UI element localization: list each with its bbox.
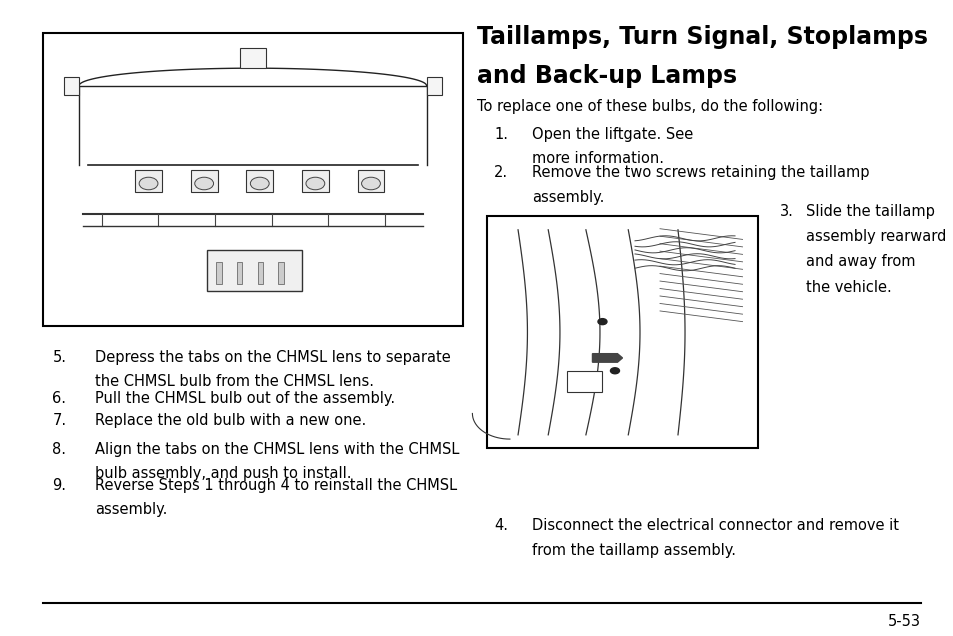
Text: To replace one of these bulbs, do the following:: To replace one of these bulbs, do the fo… bbox=[476, 99, 822, 114]
Text: bulb assembly, and push to install.: bulb assembly, and push to install. bbox=[95, 466, 352, 481]
Text: the vehicle.: the vehicle. bbox=[805, 280, 891, 295]
Bar bbox=[215, 262, 221, 284]
Bar bbox=[357, 170, 384, 191]
Circle shape bbox=[610, 368, 618, 374]
Text: assembly rearward: assembly rearward bbox=[805, 229, 945, 244]
Text: 7.: 7. bbox=[52, 413, 67, 429]
Bar bbox=[426, 77, 441, 95]
Bar bbox=[239, 48, 266, 68]
Text: 4.: 4. bbox=[494, 518, 508, 534]
Text: Align the tabs on the CHMSL lens with the CHMSL: Align the tabs on the CHMSL lens with th… bbox=[95, 442, 459, 457]
Bar bbox=[207, 249, 301, 291]
Text: Taillamps, Turn Signal, Stoplamps: Taillamps, Turn Signal, Stoplamps bbox=[476, 25, 927, 50]
Text: 1.: 1. bbox=[494, 127, 508, 142]
Text: assembly.: assembly. bbox=[532, 190, 604, 205]
Text: 3.: 3. bbox=[780, 204, 794, 219]
Text: 5-53: 5-53 bbox=[886, 614, 920, 630]
Text: Remove the two screws retaining the taillamp: Remove the two screws retaining the tail… bbox=[532, 165, 869, 181]
Text: Open the liftgate. See: Open the liftgate. See bbox=[532, 127, 698, 142]
Text: Depress the tabs on the CHMSL lens to separate: Depress the tabs on the CHMSL lens to se… bbox=[95, 350, 451, 365]
Text: 9.: 9. bbox=[52, 478, 67, 494]
Bar bbox=[567, 371, 602, 392]
Circle shape bbox=[361, 177, 380, 190]
Bar bbox=[64, 77, 79, 95]
FancyArrow shape bbox=[592, 354, 621, 363]
Circle shape bbox=[194, 177, 213, 190]
Bar bbox=[301, 170, 329, 191]
Text: Replace the old bulb with a new one.: Replace the old bulb with a new one. bbox=[95, 413, 366, 429]
Circle shape bbox=[598, 319, 606, 324]
Text: the CHMSL bulb from the CHMSL lens.: the CHMSL bulb from the CHMSL lens. bbox=[95, 374, 374, 389]
Text: assembly.: assembly. bbox=[95, 502, 168, 518]
Text: 5.: 5. bbox=[52, 350, 67, 365]
Bar bbox=[486, 216, 758, 448]
Text: 8.: 8. bbox=[52, 442, 67, 457]
Text: more information.: more information. bbox=[532, 151, 663, 167]
Text: 6.: 6. bbox=[52, 391, 67, 406]
Text: 2.: 2. bbox=[494, 165, 508, 181]
Bar bbox=[278, 262, 284, 284]
Bar bbox=[246, 170, 273, 191]
Text: and away from: and away from bbox=[805, 254, 915, 270]
Text: and Back-up Lamps: and Back-up Lamps bbox=[476, 64, 737, 88]
Bar bbox=[257, 262, 263, 284]
Bar bbox=[236, 262, 242, 284]
Bar bbox=[191, 170, 217, 191]
Text: from the taillamp assembly.: from the taillamp assembly. bbox=[532, 543, 736, 558]
Bar bbox=[43, 33, 462, 326]
Text: Disconnect the electrical connector and remove it: Disconnect the electrical connector and … bbox=[532, 518, 899, 534]
Circle shape bbox=[250, 177, 269, 190]
Circle shape bbox=[139, 177, 158, 190]
Text: Slide the taillamp: Slide the taillamp bbox=[805, 204, 934, 219]
Text: Reverse Steps 1 through 4 to reinstall the CHMSL: Reverse Steps 1 through 4 to reinstall t… bbox=[95, 478, 457, 494]
Bar bbox=[135, 170, 162, 191]
Text: Pull the CHMSL bulb out of the assembly.: Pull the CHMSL bulb out of the assembly. bbox=[95, 391, 395, 406]
Circle shape bbox=[306, 177, 324, 190]
